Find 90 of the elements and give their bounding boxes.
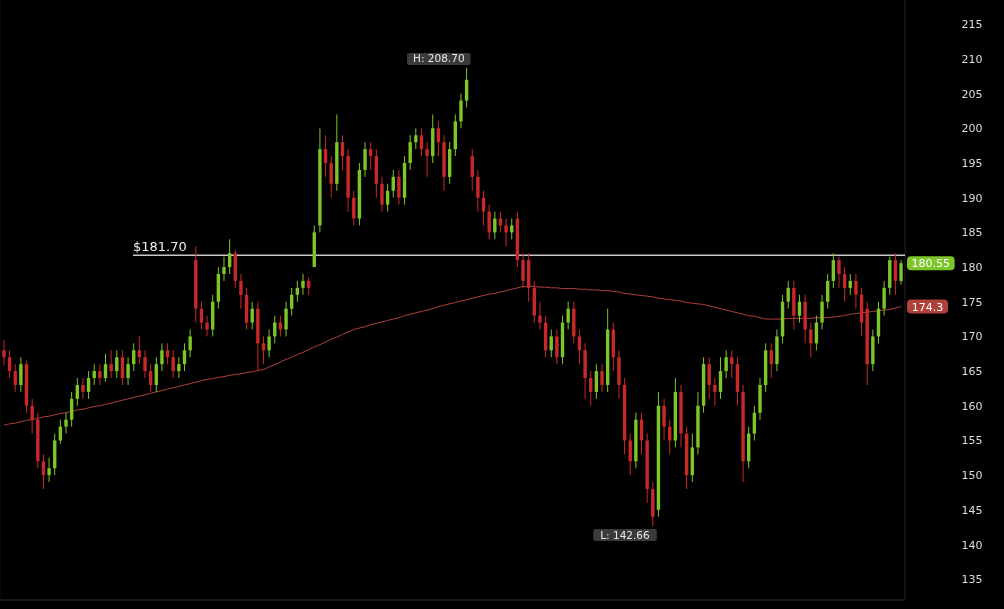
- candlestick: [854, 273, 858, 310]
- candlestick: [126, 356, 130, 386]
- candlestick: [301, 273, 305, 296]
- y-tick-label: 190: [961, 191, 983, 205]
- candlestick: [120, 349, 125, 386]
- text: 174.3: [911, 300, 944, 314]
- candlestick: [109, 349, 113, 379]
- candlestick: [397, 169, 401, 206]
- y-tick-label: 140: [961, 538, 983, 552]
- candlestick: [521, 252, 525, 289]
- candlestick: [414, 127, 418, 150]
- candlestick: [707, 356, 711, 400]
- candlestick: [538, 301, 542, 330]
- candlestick: [30, 398, 34, 435]
- candlestick: [425, 141, 429, 178]
- y-tick-label: 135: [961, 573, 983, 587]
- y-tick-label: 155: [961, 434, 983, 448]
- candlestick: [470, 148, 474, 192]
- candlestick: [831, 252, 836, 289]
- candlestick: [160, 342, 164, 372]
- candlestick: [188, 328, 192, 358]
- candlestick: [662, 398, 666, 441]
- candlestick: [98, 363, 102, 386]
- candlestick: [899, 259, 903, 285]
- candlestick: [363, 141, 367, 178]
- candlestick: [369, 141, 373, 171]
- candlestick: [555, 328, 559, 365]
- candlestick: [713, 377, 717, 407]
- candlestick: [882, 280, 886, 317]
- candlestick: [837, 256, 841, 289]
- candlestick: [19, 356, 23, 393]
- y-tick-label: 210: [961, 52, 983, 66]
- candlestick: [464, 67, 469, 109]
- line-series: [3, 285, 902, 426]
- candlestick: [239, 273, 243, 310]
- candlestick: [92, 363, 96, 386]
- candlestick: [47, 457, 51, 483]
- y-tick-label: 185: [961, 226, 983, 240]
- y-tick-label: 150: [961, 469, 983, 483]
- candlestick: [848, 273, 852, 296]
- y-tick-label: 145: [961, 503, 983, 517]
- candlestick: [724, 349, 728, 379]
- candlestick: [510, 218, 514, 240]
- candlestick: [81, 377, 85, 400]
- y-tick-label: 165: [961, 365, 983, 379]
- candlestick: [504, 218, 508, 247]
- candlestick: [820, 294, 824, 330]
- candlestick: [594, 363, 599, 400]
- candlestick: [295, 280, 300, 303]
- candlestick: [752, 405, 757, 441]
- candlestick: [487, 204, 491, 240]
- text: 180.55: [911, 257, 951, 271]
- candlestick: [893, 252, 898, 296]
- candlestick: [408, 134, 412, 171]
- y-tick-label: 200: [961, 122, 983, 136]
- candlestick: [2, 339, 6, 367]
- candlestick: [493, 211, 497, 240]
- candlestick: [329, 155, 333, 199]
- y-tick-label: 215: [961, 18, 983, 32]
- candlestick: [137, 335, 142, 365]
- y-tick-label: 170: [961, 330, 983, 344]
- candlestick: [165, 342, 170, 365]
- candlestick: [380, 176, 384, 213]
- candlestick: [459, 93, 463, 129]
- candlestick: [826, 273, 830, 310]
- candlestick: [261, 335, 266, 365]
- y-tick-label: 175: [961, 295, 983, 309]
- annotation: L: 142.66: [600, 528, 651, 541]
- candlestick: [566, 301, 570, 330]
- candlestick: [154, 356, 158, 393]
- candlestick: [476, 169, 480, 213]
- candlestick: [284, 301, 288, 337]
- candlestick: [498, 211, 503, 233]
- candlestick: [267, 328, 271, 358]
- candlestick: [222, 256, 226, 282]
- y-tick-label: 205: [961, 87, 983, 101]
- candlestick: [205, 315, 209, 337]
- y-tick-label: 195: [961, 157, 983, 171]
- candlestick: [177, 356, 181, 379]
- candlestick: [69, 391, 74, 428]
- annotation: H: 208.70: [413, 51, 465, 64]
- candlestick: [143, 349, 147, 379]
- candlestick: [600, 363, 604, 393]
- candlestick: [730, 349, 734, 379]
- candlestick: [718, 356, 723, 400]
- y-tick-label: 180: [961, 261, 983, 275]
- candlestick: [64, 412, 68, 435]
- ref-line-label: $181.70: [133, 239, 187, 255]
- candlestick: [628, 433, 632, 476]
- y-tick-label: 160: [961, 399, 983, 413]
